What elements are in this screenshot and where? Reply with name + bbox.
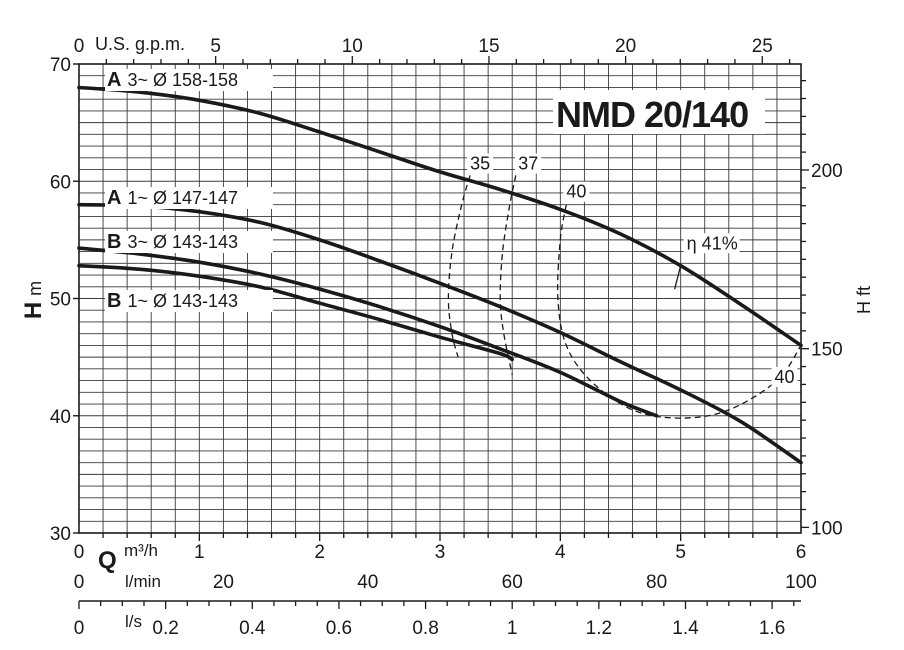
series-lines (77, 85, 803, 465)
x-axis-title: Q (98, 547, 117, 574)
bottom-axis-ls-tick-label: 0.6 (326, 618, 352, 639)
series-description: 1~ Ø 143-143 (127, 291, 238, 311)
bottom-axis-lmin-tick-label: 60 (502, 572, 523, 593)
efficiency-label: η 41% (687, 233, 738, 253)
series-description: 3~ Ø 158-158 (127, 70, 238, 90)
bottom-axis-m3h-tick-label: 5 (675, 542, 686, 563)
right-axis-tick-label: 200 (811, 161, 843, 182)
series-label-1: A 1~ Ø 147-147 (107, 187, 238, 209)
bottom-axis-ls-tick-label: 0.4 (239, 618, 266, 639)
series-label-0: A 3~ Ø 158-158 (107, 69, 238, 91)
top-axis-tick-label: 25 (752, 36, 773, 57)
bottom-axis-m3h-tick-label: 3 (435, 542, 446, 563)
bottom-axis-m3h-tick-label: 0 (74, 542, 85, 563)
bottom-axis-lmin-tick-label: 40 (357, 572, 378, 593)
series-line-2 (77, 246, 659, 418)
bottom-axis-ls-tick-label: 1.6 (759, 618, 785, 639)
bottom-axis-lmin-unit: l/min (125, 572, 161, 591)
annotation-background (771, 366, 798, 387)
left-axis-title: Hm (20, 281, 47, 319)
bottom-axis-ls-tick-label: 1.2 (586, 618, 612, 639)
bottom-axis-lmin-tick-label: 20 (213, 572, 234, 593)
efficiency-label: 35 (470, 154, 490, 174)
chart-title: NMD 20/140 (556, 94, 748, 135)
bottom-axis-ls-tick-label: 0.2 (152, 618, 178, 639)
series-label-background (105, 290, 273, 312)
left-axis-unit: m (25, 281, 45, 296)
left-axis-title-letter: H (20, 302, 47, 319)
left-axis-tick-label: 40 (50, 407, 71, 428)
series-label-background (105, 231, 273, 253)
series-description: 1~ Ø 147-147 (127, 188, 238, 208)
peak-efficiency-marker (674, 265, 682, 290)
series-tag: B (107, 231, 121, 253)
right-axis-title: H ft (854, 286, 874, 314)
left-axis-tick-label: 60 (50, 172, 71, 193)
series-label-2: B 3~ Ø 143-143 (107, 231, 238, 253)
series-line-0 (77, 85, 803, 348)
series-label-background (105, 69, 273, 91)
bottom-axis-m3h-tick-label: 6 (796, 542, 807, 563)
bottom-axis-m3h-tick-label: 4 (555, 542, 566, 563)
grid (79, 64, 801, 533)
right-axis-tick-label: 100 (811, 518, 843, 539)
series-tag: A (107, 69, 121, 91)
efficiency-curve-40 (557, 204, 802, 419)
top-axis-tick-label: 0 (74, 36, 85, 57)
bottom-axis-m3h-unit: m³/h (124, 541, 158, 560)
top-axis-title: U.S. g.p.m. (95, 34, 185, 54)
bottom-axis-lmin-tick-label: 80 (646, 572, 667, 593)
bottom-axis-lmin-tick-label: 0 (74, 572, 85, 593)
bottom-axis-ls-unit: l/s (125, 612, 142, 631)
bottom-axis-m3h-tick-label: 2 (314, 542, 325, 563)
bottom-axis-ls-tick-label: 0 (74, 618, 85, 639)
bottom-axis-ls-tick-label: 0.8 (412, 618, 438, 639)
series-line-1 (77, 202, 803, 465)
top-axis-tick-label: 15 (478, 36, 499, 57)
efficiency-label: 37 (518, 154, 538, 174)
bottom-axis-ls-tick-label: 1 (507, 618, 518, 639)
series-description: 3~ Ø 143-143 (127, 232, 238, 252)
efficiency-label: 40 (775, 367, 795, 387)
bottom-axis-ls-tick-label: 1.4 (672, 618, 699, 639)
annotation-background (563, 181, 590, 202)
series-line-3 (77, 263, 514, 362)
efficiency-curve-37 (499, 175, 517, 375)
efficiency-curve-35 (447, 175, 471, 358)
left-axis-tick-label: 70 (50, 55, 71, 76)
left-axis-tick-label: 50 (50, 290, 71, 311)
top-axis-tick-label: 20 (615, 36, 636, 57)
series-label-3: B 1~ Ø 143-143 (107, 290, 238, 312)
top-axis-tick-label: 5 (210, 36, 221, 57)
efficiency-label: 40 (566, 182, 586, 202)
right-axis-tick-label: 150 (811, 340, 843, 361)
series-tag: A (107, 187, 121, 209)
top-axis-tick-label: 10 (342, 36, 363, 57)
bottom-axis-m3h-tick-label: 1 (194, 542, 205, 563)
left-axis-tick-label: 30 (50, 524, 71, 545)
annotation-background (683, 233, 740, 254)
efficiency-curves (447, 175, 802, 419)
series-label-background (105, 187, 273, 209)
series-tag: B (107, 290, 121, 312)
bottom-axis-lmin-tick-label: 100 (785, 572, 817, 593)
title-background (553, 90, 765, 134)
annotation-background (515, 153, 542, 174)
annotation-background (467, 153, 494, 174)
